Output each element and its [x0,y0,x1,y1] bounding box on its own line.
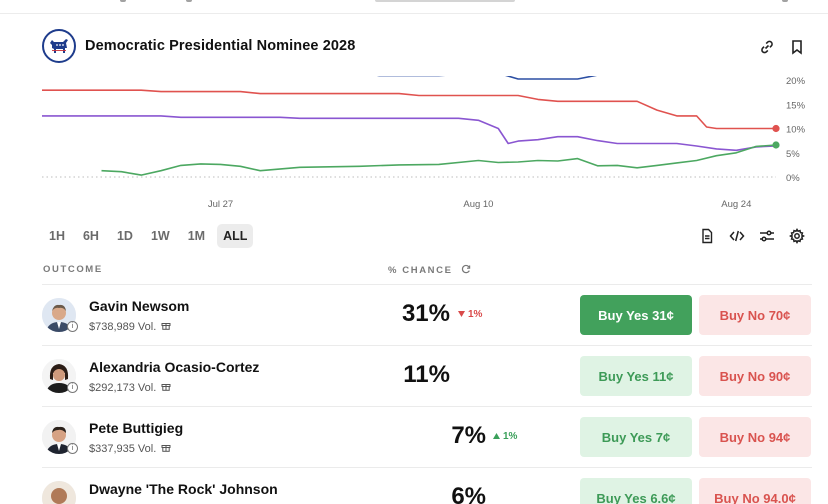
top-nav-strip [0,0,828,14]
timeframe-1w[interactable]: 1W [150,229,170,243]
chance-column-header: % CHANCE [388,264,471,277]
y-tick-label: 0% [786,173,800,184]
timeframe-1d[interactable]: 1D [116,229,133,243]
outcome-name: Dwayne 'The Rock' Johnson [89,481,278,497]
y-tick-label: 10% [786,125,806,136]
buy-no-button[interactable]: Buy No 94.0¢ [699,478,811,504]
outcome-name: Pete Buttigieg [89,420,184,436]
outcome-chance: 11% [403,361,450,388]
series-end-marker [772,141,780,149]
avatar [42,420,76,454]
price-history-chart: 20% 15% 10% 5% 0% Jul 27 Aug 10 Aug 24 [42,76,806,210]
info-icon[interactable]: i [67,321,78,332]
buy-no-button[interactable]: Buy No 90¢ [699,356,811,396]
outcome-volume: $337,935 Vol. [89,442,171,455]
gift-icon[interactable] [161,320,171,333]
timeframe-6h[interactable]: 6H [82,229,99,243]
volume-text: $738,989 Vol. [89,320,157,333]
x-tick-label: Jul 27 [208,199,233,210]
y-tick-label: 15% [786,100,806,111]
y-tick-label: 20% [786,76,806,87]
outcome-row-pete-buttigieg: i Pete Buttigieg $337,935 Vol. 7% 1% Buy… [42,407,812,468]
outcome-row-alexandria-ocasio-cortez: i Alexandria Ocasio-Cortez $292,173 Vol.… [42,346,812,407]
timeframe-1m[interactable]: 1M [187,229,206,243]
outcome-volume: $292,173 Vol. [89,381,171,394]
volume-text: $337,935 Vol. [89,442,157,455]
donkey-icon [42,29,76,63]
buy-yes-button[interactable]: Buy Yes 7¢ [580,417,692,457]
bookmark-icon[interactable] [788,38,806,56]
x-tick-label: Aug 24 [721,199,751,210]
buy-no-button[interactable]: Buy No 70¢ [699,295,811,335]
link-icon[interactable] [758,38,776,56]
delta-value: 1% [468,309,483,320]
row-divider [42,406,812,407]
series-line-2 [42,115,777,152]
info-icon[interactable]: i [67,382,78,393]
gear-icon[interactable] [788,227,806,245]
buy-yes-button[interactable]: Buy Yes 31¢ [580,295,692,335]
gift-icon[interactable] [161,442,171,455]
gift-icon[interactable] [161,381,171,394]
chance-delta: 1% [458,309,482,320]
chance-delta: 1% [493,431,517,442]
market-header: Democratic Presidential Nominee 2028 [0,14,828,76]
avatar [42,298,76,332]
document-icon[interactable] [698,227,716,245]
outcome-column-header: OUTCOME [43,264,103,275]
buy-yes-button[interactable]: Buy Yes 11¢ [580,356,692,396]
chance-column-label: % CHANCE [388,265,453,276]
outcome-name: Gavin Newsom [89,298,190,314]
outcome-row-gavin-newsom: i Gavin Newsom $738,989 Vol. 31% 1% Buy … [42,285,812,346]
table-divider [42,284,812,285]
timeframe-selector: 1H 6H 1D 1W 1M ALL [43,224,254,248]
series-line-0 [376,76,598,80]
down-triangle-icon [458,309,465,320]
outcome-chance: 7% [451,422,486,449]
buy-no-button[interactable]: Buy No 94¢ [699,417,811,457]
outcome-chance: 6% [451,483,486,504]
delta-value: 1% [503,431,518,442]
row-divider [42,345,812,346]
info-icon[interactable]: i [67,443,78,454]
timeframe-all[interactable]: ALL [217,224,254,248]
market-title: Democratic Presidential Nominee 2028 [85,38,356,54]
refresh-icon[interactable] [461,264,471,277]
outcome-row-dwayne-johnson: Dwayne 'The Rock' Johnson 6% Buy Yes 6.6… [42,468,812,504]
outcome-name: Alexandria Ocasio-Cortez [89,359,260,375]
timeframe-1h[interactable]: 1H [49,229,65,243]
volume-text: $292,173 Vol. [89,381,157,394]
up-triangle-icon [493,431,500,442]
buy-yes-button[interactable]: Buy Yes 6.6¢ [580,478,692,504]
outcome-volume: $738,989 Vol. [89,320,171,333]
code-icon[interactable] [728,227,746,245]
avatar [42,359,76,393]
y-tick-label: 5% [786,149,800,160]
series-line-1 [42,89,776,130]
series-line-3 [101,144,777,176]
avatar [42,481,76,504]
x-tick-label: Aug 10 [463,199,493,210]
series-end-marker [772,124,780,133]
sliders-icon[interactable] [758,227,776,245]
outcome-chance: 31% [401,300,450,327]
row-divider [42,467,812,468]
